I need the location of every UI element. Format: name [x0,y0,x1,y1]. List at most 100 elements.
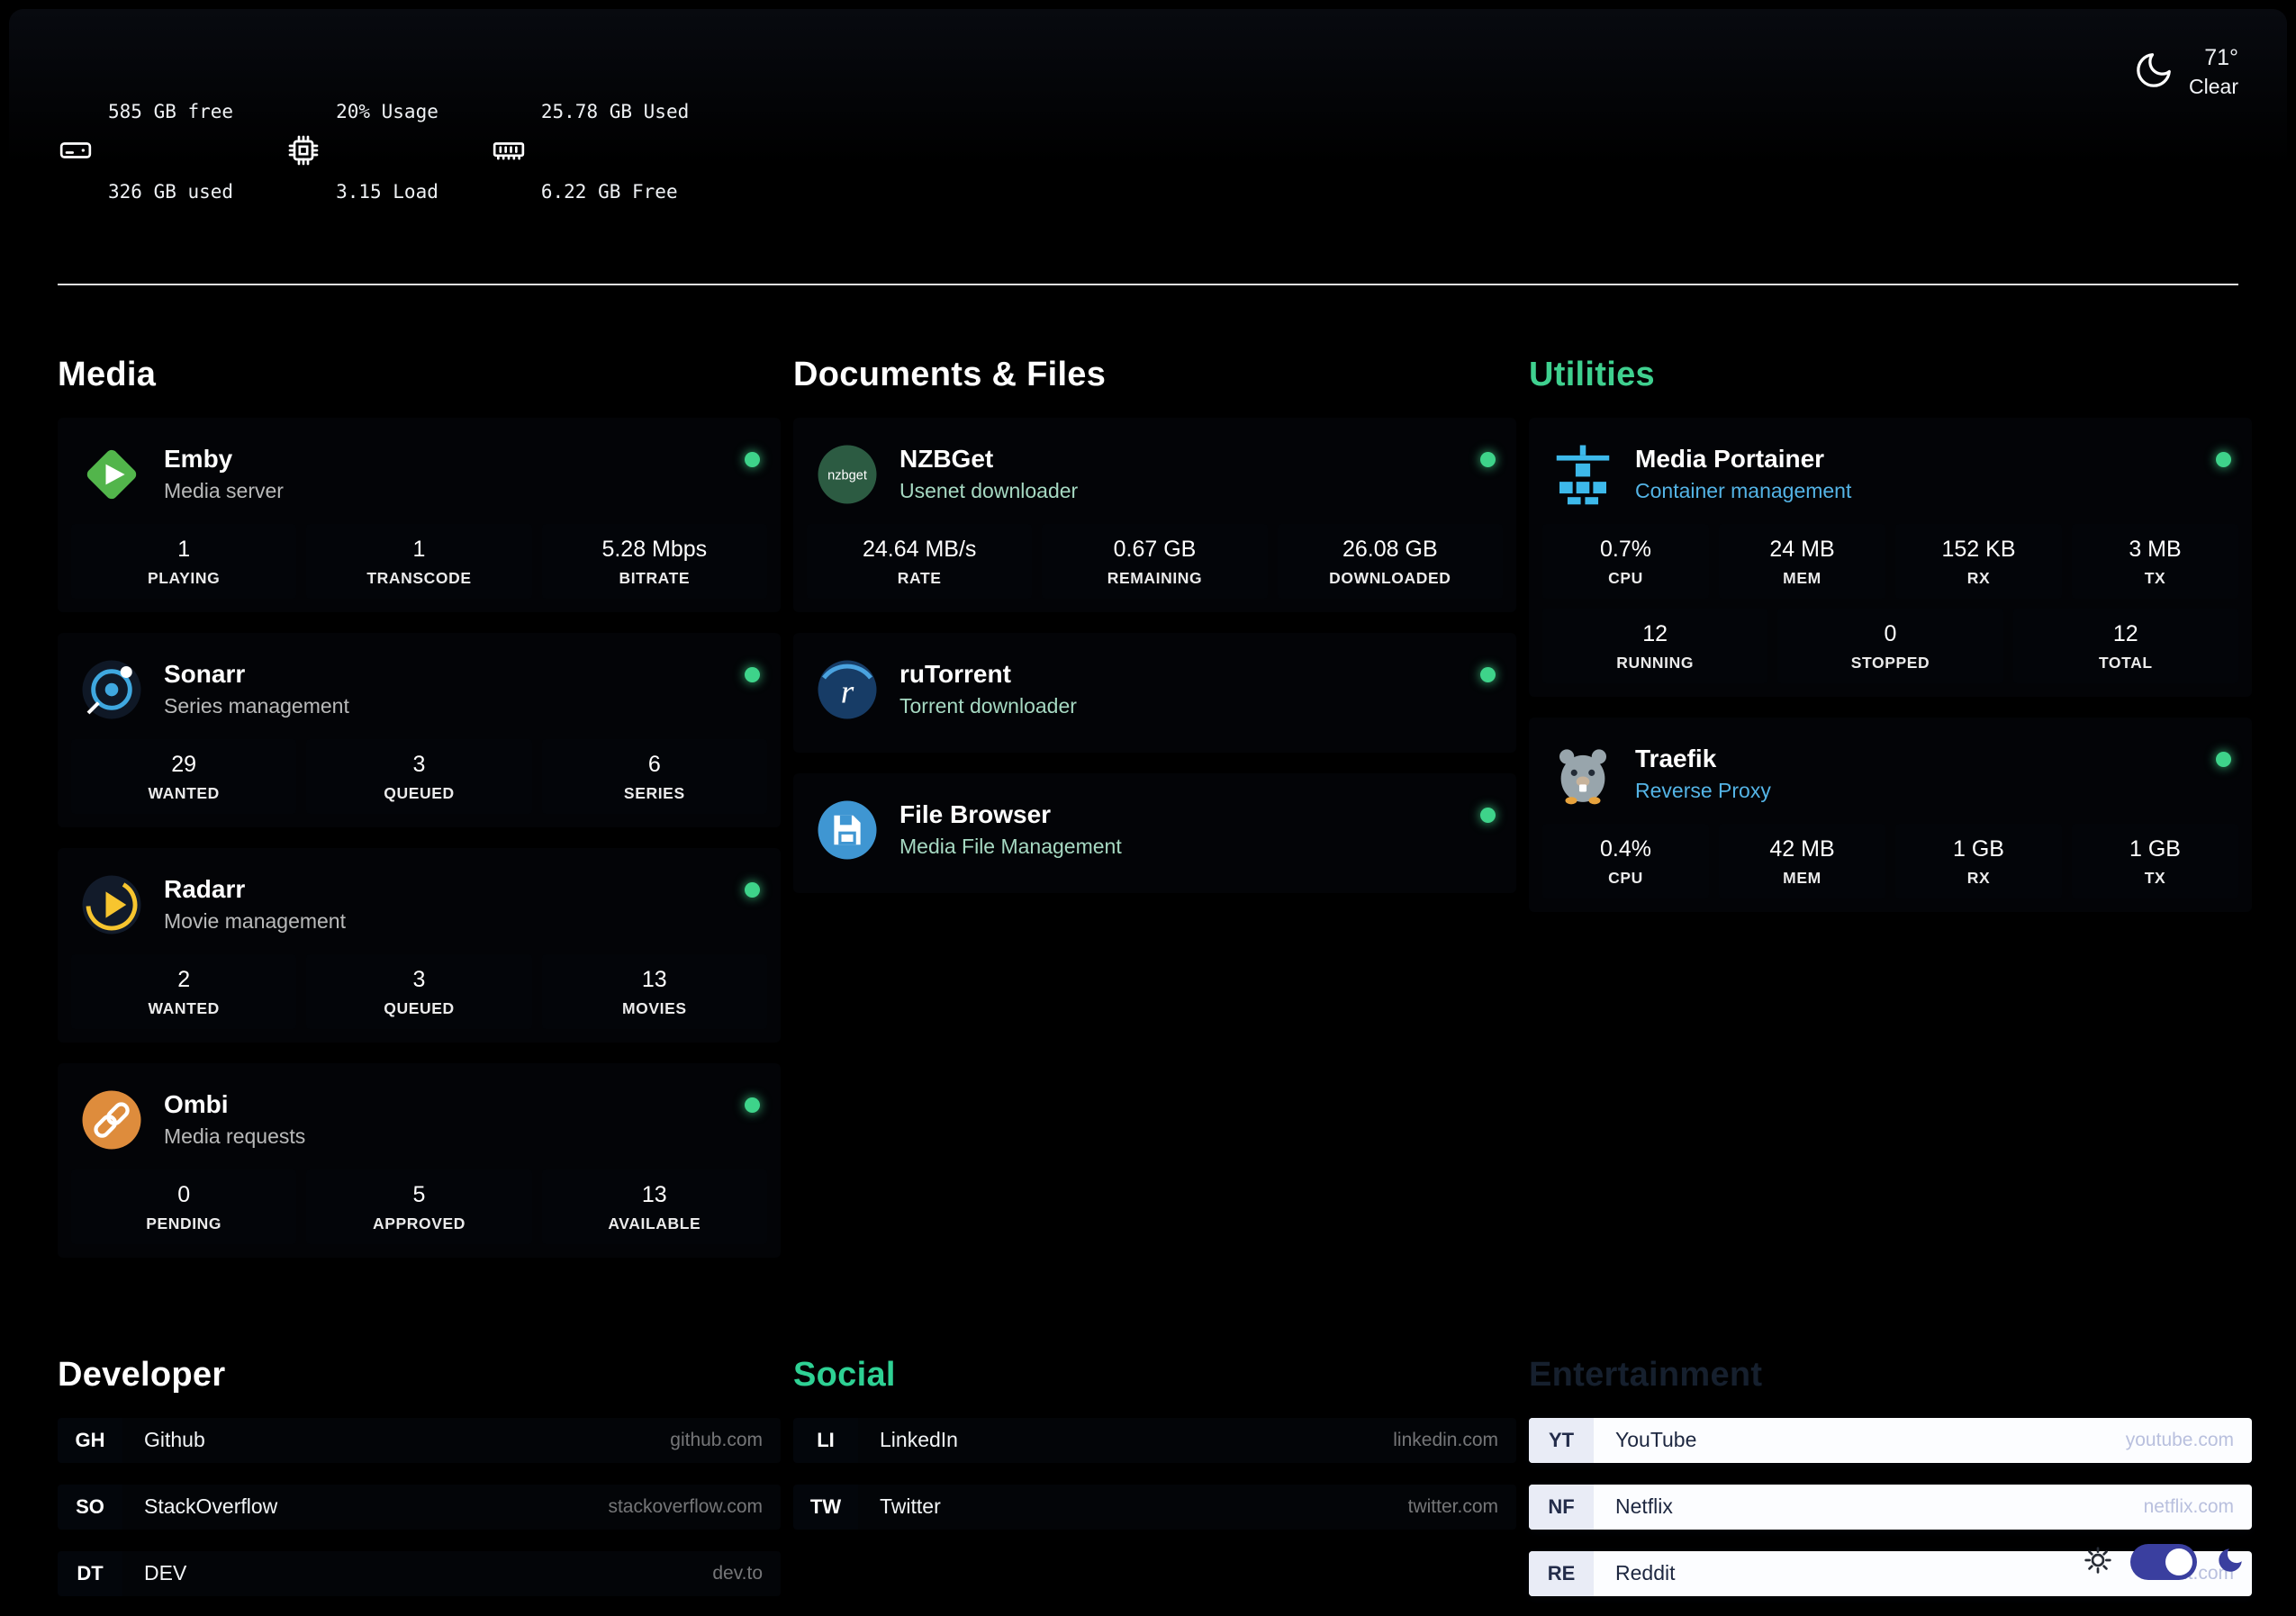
service-subtitle: Series management [164,694,349,718]
section-developer: Developer GH Github github.com SO StackO… [58,1356,781,1608]
stat-label: QUEUED [384,783,455,802]
status-dot [745,451,760,467]
stat-label: MEM [1783,868,1821,887]
bookmark-name: StackOverflow [144,1494,278,1518]
stat-box: 0 PENDING [71,1169,297,1244]
stat-value: 0.7% [1600,536,1651,562]
dark-mode-switch[interactable] [2130,1544,2197,1580]
disk-stats: 585 GB free 326 GB used [58,45,233,260]
stat-label: DOWNLOADED [1329,568,1451,587]
theme-toggle [2084,1544,2246,1580]
emby-icon [77,439,147,510]
cpu-usage-text: 20% Usage [336,100,438,122]
bookmark-tag: TW [793,1484,858,1530]
bookmark-stackoverflow[interactable]: SO StackOverflow stackoverflow.com [58,1484,781,1530]
bookmark-youtube[interactable]: YT YouTube youtube.com [1529,1417,2252,1463]
service-card-sonarr[interactable]: Sonarr Series management 29 WANTED 3 QUE… [58,632,781,827]
memory-stats: 25.78 GB Used 6.22 GB Free [491,45,689,260]
stat-value: 13 [641,966,667,992]
cpu-load-text: 3.15 Load [336,181,438,203]
bookmark-tag: GH [58,1417,122,1463]
service-card-filebrowser[interactable]: File Browser Media File Management [793,772,1516,893]
service-card-rutorrent[interactable]: r ruTorrent Torrent downloader [793,632,1516,753]
main-content: Media Emby Media server [9,356,2287,1608]
bookmark-name: Reddit [1615,1561,1676,1584]
service-name: Media Portainer [1635,445,1825,473]
stat-box: 0.4% CPU [1542,823,1709,898]
service-card-ombi[interactable]: Ombi Media requests 0 PENDING 5 APPROVED [58,1062,781,1258]
service-name: Ombi [164,1090,229,1118]
service-name: Sonarr [164,660,246,688]
stat-label: WANTED [148,998,220,1017]
bookmark-dev[interactable]: DT DEV dev.to [58,1550,781,1596]
stat-value: 12 [2112,620,2138,646]
status-dot [1480,451,1496,467]
bookmark-url: github.com [670,1429,763,1450]
service-card-portainer[interactable]: Media Portainer Container management 0.7… [1529,417,2252,697]
bookmark-linkedin[interactable]: LI LinkedIn linkedin.com [793,1417,1516,1463]
stat-value: 1 GB [1953,835,2004,862]
stat-value: 13 [641,1181,667,1207]
service-subtitle: Media File Management [899,835,1122,858]
moon-icon [2215,1545,2246,1580]
hdd-icon [58,132,94,173]
stat-label: TRANSCODE [366,568,472,587]
bookmark-tag: DT [58,1550,122,1596]
bookmarks-grid: Developer GH Github github.com SO StackO… [58,1356,2252,1608]
stat-label: MOVIES [621,998,687,1017]
stat-value: 3 [412,751,426,777]
section-documents: Documents & Files nzbget NZBGet Usenet d… [793,356,1516,914]
stat-box: 1 TRANSCODE [306,523,532,599]
service-subtitle: Reverse Proxy [1635,779,1771,802]
status-dot [745,881,760,898]
traefik-icon [1548,739,1618,809]
stat-box: 152 KB RX [1895,523,2062,599]
service-card-traefik[interactable]: Traefik Reverse Proxy 0.4% CPU 42 MB MEM [1529,717,2252,912]
ombi-icon [77,1085,147,1155]
svg-text:r: r [841,673,854,710]
service-subtitle: Movie management [164,909,346,933]
weather-temperature: 71° [2204,45,2238,70]
stat-value: 0.67 GB [1113,536,1197,562]
service-card-emby[interactable]: Emby Media server 1 PLAYING 1 TRANSCODE [58,417,781,612]
radarr-icon [77,870,147,940]
cpu-icon [285,132,321,173]
bookmark-name: YouTube [1615,1428,1697,1451]
bookmark-tag: NF [1529,1484,1594,1530]
service-subtitle: Media server [164,479,284,502]
stat-label: CPU [1608,568,1643,587]
bookmark-name: Netflix [1615,1494,1673,1518]
bookmark-github[interactable]: GH Github github.com [58,1417,781,1463]
stat-box: 3 MB TX [2072,523,2238,599]
stat-box: 42 MB MEM [1719,823,1885,898]
stat-label: APPROVED [372,1214,466,1232]
status-dot [1480,807,1496,823]
service-card-nzbget[interactable]: nzbget NZBGet Usenet downloader 24.64 MB… [793,417,1516,612]
stat-value: 0 [1884,620,1897,646]
section-entertainment: Entertainment YT YouTube youtube.com NF … [1529,1356,2252,1608]
status-dot [2216,751,2231,767]
disk-used-text: 326 GB used [108,181,234,203]
stat-label: RX [1966,868,1991,887]
bookmark-name: DEV [144,1561,187,1584]
stat-box: 13 AVAILABLE [541,1169,767,1244]
stat-box: 5 APPROVED [306,1169,532,1244]
stat-value: 12 [1642,620,1668,646]
stat-box: 0 STOPPED [1777,608,2003,683]
stat-box: 1 GB TX [2072,823,2238,898]
filebrowser-icon [812,795,882,865]
stat-label: RX [1966,568,1991,587]
portainer-icon [1548,439,1618,510]
stat-value: 42 MB [1769,835,1835,862]
service-subtitle: Container management [1635,479,1852,502]
stat-box: 6 SERIES [541,738,767,814]
stat-value: 1 [412,536,426,562]
service-card-radarr[interactable]: Radarr Movie management 2 WANTED 3 QUEUE… [58,847,781,1043]
bookmark-netflix[interactable]: NF Netflix netflix.com [1529,1484,2252,1530]
stat-value: 24 MB [1769,536,1835,562]
service-name: Traefik [1635,745,1717,772]
services-grid: Media Emby Media server [58,356,2252,1278]
stat-label: CPU [1608,868,1643,887]
bookmark-tag: YT [1529,1417,1594,1463]
bookmark-twitter[interactable]: TW Twitter twitter.com [793,1484,1516,1530]
